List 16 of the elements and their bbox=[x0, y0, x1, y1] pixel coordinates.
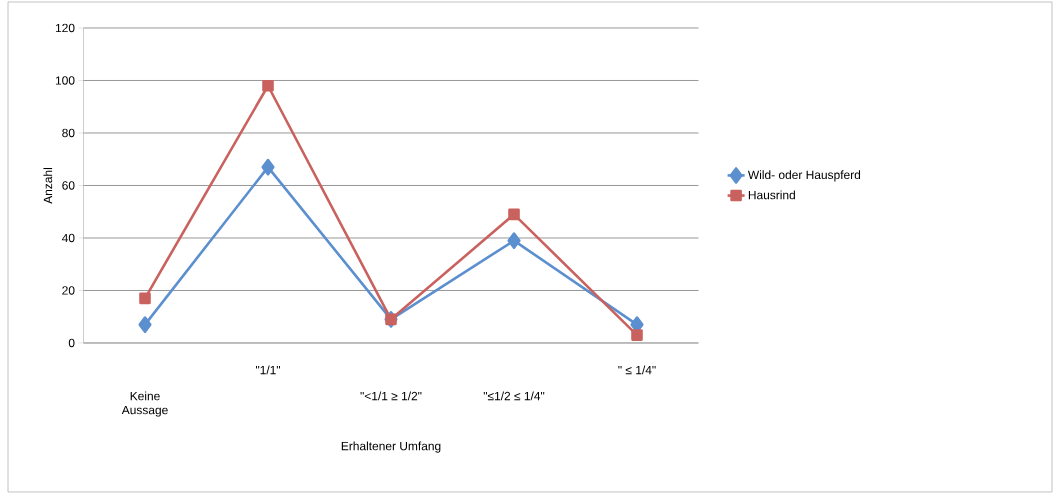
x-axis-title: Erhaltener Umfang bbox=[341, 441, 441, 453]
y-axis-title: Anzahl bbox=[43, 168, 53, 204]
y-tick-label: 100 bbox=[55, 76, 75, 85]
legend-label: Wild- oder Hauspferd bbox=[747, 170, 861, 182]
y-tick-label: 0 bbox=[68, 338, 75, 348]
y-tick-label: 40 bbox=[61, 233, 75, 243]
y-tick-label: 120 bbox=[55, 23, 75, 33]
y-tick-label: 20 bbox=[62, 286, 75, 295]
x-tick-label: "<1/1 ≥ 1/2" bbox=[360, 391, 422, 401]
x-tick-label: "1/1" bbox=[255, 365, 281, 375]
x-tick-label: " ≤ 1/4" bbox=[618, 365, 656, 375]
y-tick-label: 80 bbox=[62, 128, 75, 138]
x-tick-label: "≤1/2 ≤ 1/4" bbox=[483, 391, 545, 401]
y-tick-label: 60 bbox=[62, 181, 75, 190]
legend-label: Hausrind bbox=[748, 190, 795, 200]
x-tick-label: Keine Aussage bbox=[121, 391, 168, 417]
